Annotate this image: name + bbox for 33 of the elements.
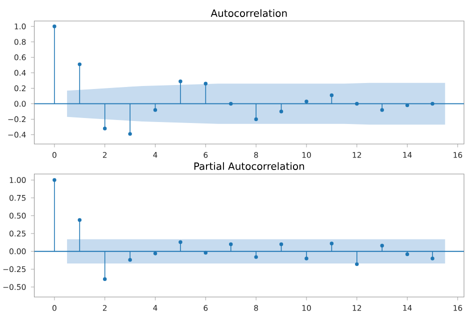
point: [380, 108, 384, 112]
chart-title: Autocorrelation: [210, 9, 287, 17]
point: [304, 256, 308, 260]
point: [355, 102, 359, 106]
chart-title: Partial Autocorrelation: [194, 162, 304, 170]
point: [102, 277, 107, 282]
point: [330, 242, 334, 246]
point: [279, 110, 284, 114]
point: [204, 250, 208, 255]
point: [355, 262, 359, 266]
point: [153, 108, 158, 112]
point: [254, 117, 258, 122]
point: [204, 82, 208, 86]
point: [78, 218, 82, 222]
point: [228, 102, 233, 106]
point: [178, 79, 182, 84]
point: [254, 255, 258, 259]
point: [405, 252, 410, 256]
point: [228, 242, 233, 246]
point: [102, 126, 107, 130]
point: [128, 258, 132, 262]
point: [330, 93, 334, 98]
point: [128, 132, 132, 136]
point: [52, 24, 56, 28]
point: [178, 240, 182, 244]
point: [153, 252, 158, 256]
point: [430, 102, 434, 106]
point: [78, 62, 82, 66]
point: [279, 242, 284, 246]
point: [430, 256, 434, 260]
point: [304, 100, 308, 104]
point: [52, 178, 56, 182]
point: [380, 244, 384, 248]
